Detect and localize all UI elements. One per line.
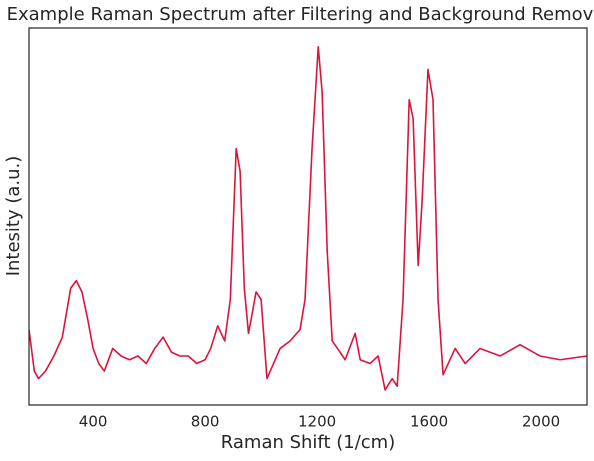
- x-tick-label: 800: [191, 413, 220, 431]
- x-tick-label: 2000: [522, 413, 560, 431]
- x-tick-label: 400: [79, 413, 108, 431]
- x-axis-label: Raman Shift (1/cm): [221, 432, 395, 453]
- spectrum-line: [29, 46, 587, 391]
- y-axis-label: Intesity (a.u.): [3, 156, 24, 277]
- chart-title: Example Raman Spectrum after Filtering a…: [7, 4, 594, 25]
- x-tick-label: 1600: [410, 413, 448, 431]
- plot-frame: [28, 27, 588, 406]
- x-tick-label: 1200: [298, 413, 336, 431]
